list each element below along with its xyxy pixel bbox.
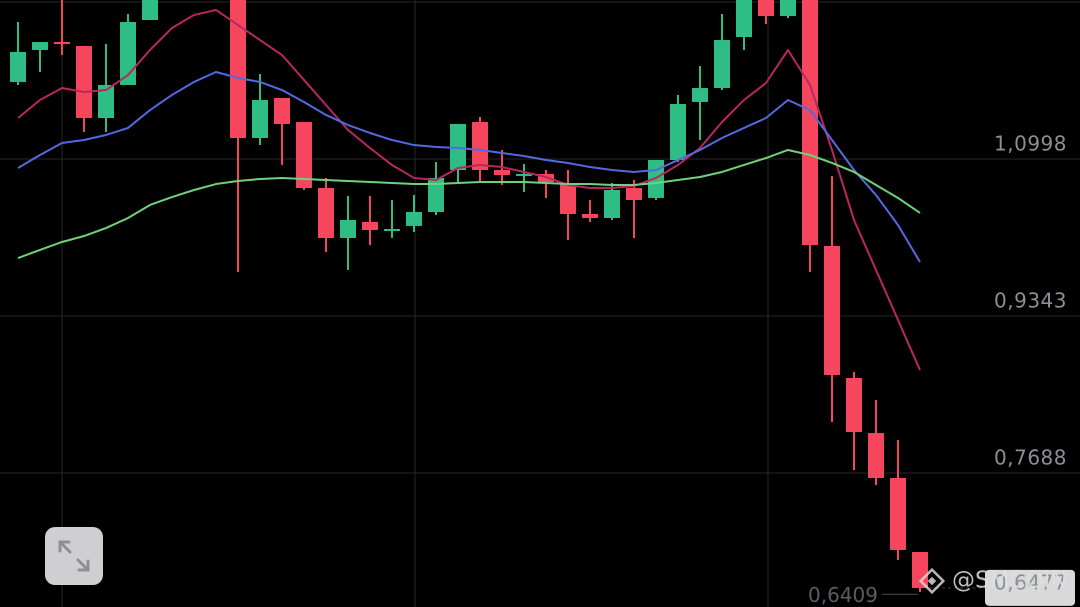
candle-body [472, 121, 488, 170]
ma-line [17, 71, 921, 263]
candle-body [296, 121, 312, 189]
candle-body [76, 46, 92, 119]
candle-body [736, 0, 752, 37]
expand-button[interactable] [45, 527, 103, 585]
candle-body [802, 0, 818, 246]
candle-body [692, 88, 708, 102]
candle-body [560, 182, 576, 215]
candle-body [54, 42, 70, 45]
candle-body [868, 433, 884, 478]
y-tick-label: 1,0998 [994, 131, 1067, 155]
low-marker-label: 0,6409 [808, 583, 878, 607]
candle-body [252, 99, 268, 139]
candle-body [516, 173, 532, 176]
candle-body [10, 51, 26, 82]
candle-body [824, 245, 840, 375]
candle-body [384, 228, 400, 231]
candle-body [406, 212, 422, 226]
candle-body [340, 219, 356, 239]
y-tick-label: 0,9343 [994, 288, 1067, 312]
candle-body [582, 214, 598, 218]
candle-body [626, 188, 642, 200]
candle-body [362, 221, 378, 231]
ma-line [17, 8, 921, 371]
last-price-label: 0,6477 [994, 570, 1067, 594]
candle-body [318, 188, 334, 239]
candle-body [274, 97, 290, 124]
expand-icon [58, 540, 90, 572]
candles [10, 0, 928, 593]
ma-line [17, 148, 921, 259]
candle-body [604, 190, 620, 218]
expand-button-bg[interactable] [45, 527, 103, 585]
watermark-text: @SMCOIN [952, 568, 1068, 594]
y-tick-label: 0,7688 [994, 445, 1067, 469]
candle-body [142, 0, 158, 21]
candle-body [780, 0, 796, 17]
candle-body [670, 103, 686, 161]
candle-body [912, 551, 928, 589]
labels: 1,0998 0,9343 0,7688 0,6409 0,6477 @SMCOIN [808, 131, 1075, 607]
moving-averages [17, 8, 921, 371]
candle-body [890, 477, 906, 550]
candle-body [714, 40, 730, 89]
candle-body [98, 84, 114, 119]
candle-body [428, 177, 444, 213]
candle-body [758, 0, 774, 17]
candle-body [230, 0, 246, 139]
last-price-box [985, 569, 1075, 606]
watermark: @SMCOIN [918, 568, 1068, 595]
candle-body [32, 42, 48, 50]
candle-body [494, 169, 510, 176]
candle-body [846, 378, 862, 432]
